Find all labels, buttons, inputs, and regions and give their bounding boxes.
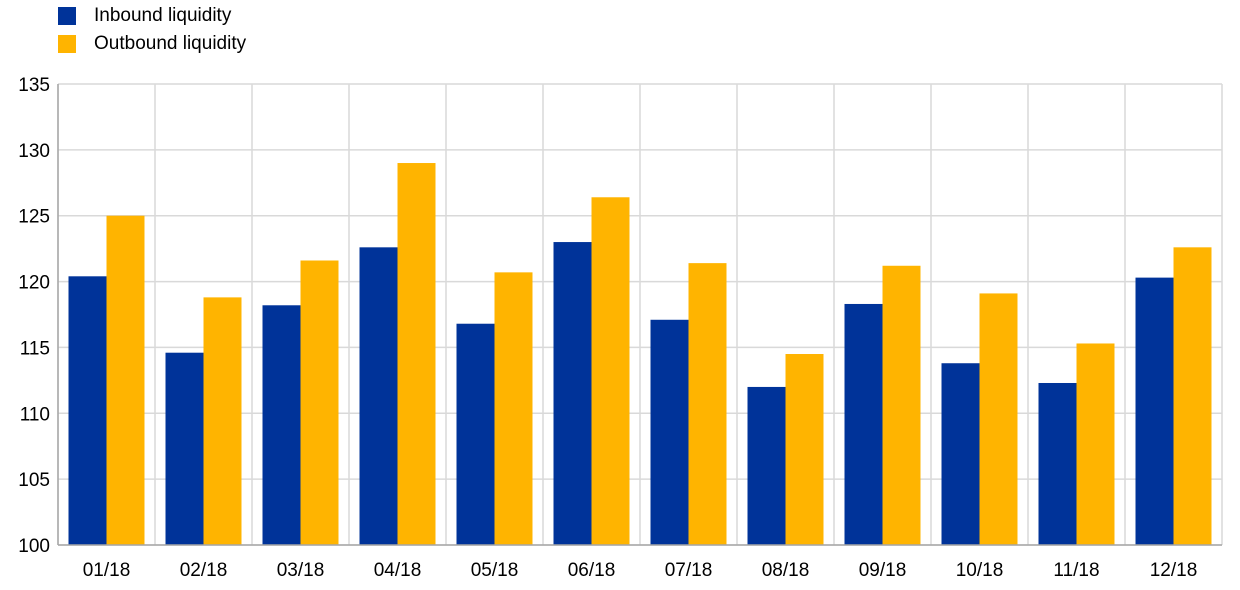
tick-labels: 100 105 110 115 120 125 130 135 01/18 02/18 03/18 0… bbox=[18, 75, 1197, 581]
bar-inbound bbox=[1038, 382, 1077, 545]
bar-outbound bbox=[106, 215, 145, 545]
x-tick-label: 07/18 bbox=[665, 560, 713, 581]
bar-inbound bbox=[650, 319, 689, 545]
bar-outbound bbox=[688, 263, 727, 545]
legend: Inbound liquidity Outbound liquidity bbox=[58, 2, 246, 58]
x-tick-label: 11/18 bbox=[1053, 560, 1099, 581]
bar-outbound bbox=[785, 354, 824, 545]
bar-inbound bbox=[553, 242, 592, 546]
bar-outbound bbox=[591, 197, 630, 545]
legend-swatch-inbound bbox=[58, 7, 76, 25]
bar-outbound bbox=[1076, 343, 1115, 545]
x-tick-label: 05/18 bbox=[471, 560, 519, 581]
bar-inbound bbox=[359, 247, 398, 545]
x-tick-label: 12/18 bbox=[1150, 560, 1198, 581]
bar-outbound bbox=[882, 265, 921, 545]
x-tick-label: 04/18 bbox=[374, 560, 422, 581]
grid-lines bbox=[57, 83, 1223, 546]
bar-inbound bbox=[747, 386, 786, 545]
legend-item-outbound: Outbound liquidity bbox=[58, 30, 246, 58]
bar-inbound bbox=[165, 352, 204, 545]
bars bbox=[68, 163, 1212, 546]
y-tick-label: 130 bbox=[18, 141, 50, 162]
bar-outbound bbox=[203, 297, 242, 545]
bar-outbound bbox=[397, 163, 436, 545]
y-tick-label: 105 bbox=[18, 470, 50, 491]
y-tick-label: 115 bbox=[20, 338, 50, 359]
axes bbox=[57, 84, 1222, 546]
x-tick-label: 10/18 bbox=[956, 560, 1004, 581]
bar-outbound bbox=[494, 272, 533, 545]
bar-outbound bbox=[979, 293, 1018, 545]
y-tick-label: 120 bbox=[18, 273, 50, 294]
x-tick-label: 01/18 bbox=[83, 560, 131, 581]
bar-inbound bbox=[262, 305, 301, 545]
bar-inbound bbox=[68, 276, 107, 545]
bar-outbound bbox=[300, 260, 339, 545]
legend-label-inbound: Inbound liquidity bbox=[94, 5, 232, 26]
y-tick-label: 100 bbox=[18, 536, 50, 557]
bar-inbound bbox=[844, 303, 883, 545]
y-tick-label: 110 bbox=[20, 404, 50, 425]
bar-inbound bbox=[456, 323, 495, 545]
bar-inbound bbox=[1135, 277, 1174, 545]
bar-inbound bbox=[941, 363, 980, 545]
bar-outbound bbox=[1173, 247, 1212, 545]
legend-label-outbound: Outbound liquidity bbox=[94, 33, 247, 54]
x-tick-label: 06/18 bbox=[568, 560, 616, 581]
x-tick-label: 03/18 bbox=[277, 560, 325, 581]
legend-swatch-outbound bbox=[58, 35, 76, 53]
y-tick-label: 135 bbox=[18, 75, 50, 96]
legend-item-inbound: Inbound liquidity bbox=[58, 2, 246, 30]
x-tick-label: 08/18 bbox=[762, 560, 810, 581]
y-tick-label: 125 bbox=[18, 207, 50, 228]
x-tick-label: 02/18 bbox=[180, 560, 228, 581]
x-tick-label: 09/18 bbox=[859, 560, 907, 581]
